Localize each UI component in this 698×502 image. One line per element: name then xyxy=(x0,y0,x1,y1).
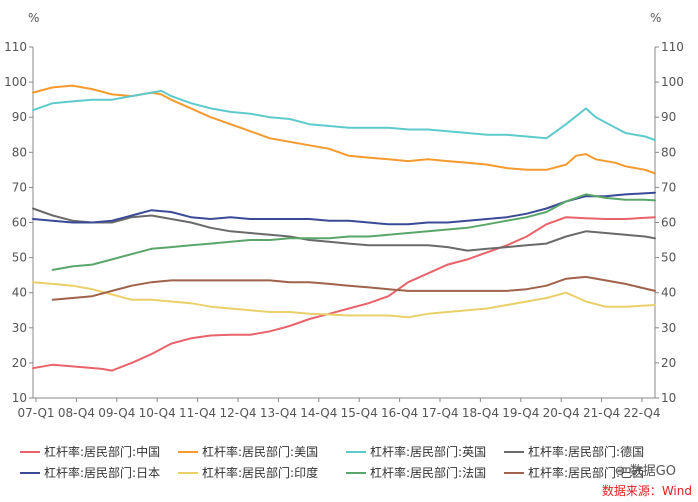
y-tick-label-left: 70 xyxy=(12,180,27,194)
y-tick-label-right: 70 xyxy=(661,180,676,194)
legend-label-0: 杠杆率:居民部门:中国 xyxy=(44,444,160,459)
y-tick-label-left: 100 xyxy=(4,75,27,89)
y-tick-label-right: 80 xyxy=(661,145,676,159)
x-tick-label: 18-Q4 xyxy=(462,406,499,420)
y-tick-label-left: 110 xyxy=(4,40,27,54)
y-tick-label-left: 90 xyxy=(12,110,27,124)
legend-label-7: 杠杆率:居民部门:巴西 xyxy=(528,465,644,480)
series-line-0 xyxy=(32,216,656,372)
legend-label-1: 杠杆率:居民部门:美国 xyxy=(202,444,318,459)
y-tick-label-left: 60 xyxy=(12,216,27,230)
watermark-text: 数据GO xyxy=(629,464,676,479)
watermark: ⊛ 数据GO xyxy=(615,460,676,479)
y-tick-label-right: 60 xyxy=(661,216,676,230)
series-line-7 xyxy=(51,275,656,301)
y-tick-label-right: 100 xyxy=(661,75,684,89)
x-tick-label: 10-Q4 xyxy=(139,406,176,420)
y-tick-label-left: 50 xyxy=(12,251,27,265)
y-tick-label-left: 30 xyxy=(12,321,27,335)
y-tick-label-right: 110 xyxy=(661,40,684,54)
source-note: 数据来源：Wind xyxy=(601,484,692,498)
series-line-4 xyxy=(32,191,656,226)
x-tick-label: 12-Q4 xyxy=(219,406,256,420)
x-tick-label: 19-Q4 xyxy=(502,406,539,420)
legend-label-5: 杠杆率:居民部门:印度 xyxy=(202,465,318,480)
y-tick-label-right: 30 xyxy=(661,321,676,335)
x-tick-label: 21-Q4 xyxy=(583,406,620,420)
x-tick-label: 22-Q4 xyxy=(623,406,660,420)
y-tick-label-left: 10 xyxy=(12,391,27,405)
x-tick-label: 11-Q4 xyxy=(179,406,216,420)
x-tick-label: 20-Q4 xyxy=(543,406,580,420)
y-tick-label-left: 40 xyxy=(12,286,27,300)
x-tick-label: 09-Q4 xyxy=(98,406,135,420)
y-tick-label-left: 20 xyxy=(12,356,27,370)
series-line-1 xyxy=(32,84,656,175)
x-tick-label: 13-Q4 xyxy=(260,406,297,420)
legend-label-4: 杠杆率:居民部门:日本 xyxy=(44,465,160,480)
x-tick-label: 07-Q1 xyxy=(17,406,54,420)
series-line-3 xyxy=(32,207,656,252)
x-tick-label: 17-Q4 xyxy=(421,406,458,420)
wechat-icon: ⊛ xyxy=(614,464,630,479)
x-tick-label: 15-Q4 xyxy=(341,406,378,420)
series-line-5 xyxy=(32,281,656,319)
series-line-2 xyxy=(32,89,656,141)
x-tick-label: 16-Q4 xyxy=(381,406,418,420)
legend-label-2: 杠杆率:居民部门:英国 xyxy=(370,444,486,459)
y-unit-left: % xyxy=(28,11,39,25)
legend-label-3: 杠杆率:居民部门:德国 xyxy=(528,444,644,459)
legend-label-6: 杠杆率:居民部门:法国 xyxy=(370,465,486,480)
y-unit-right: % xyxy=(650,11,661,25)
y-tick-label-right: 20 xyxy=(661,356,676,370)
y-tick-label-left: 80 xyxy=(12,145,27,159)
y-tick-label-right: 50 xyxy=(661,251,676,265)
y-tick-label-right: 90 xyxy=(661,110,676,124)
series-line-6 xyxy=(51,193,656,271)
y-tick-label-right: 10 xyxy=(661,391,676,405)
x-tick-label: 08-Q4 xyxy=(58,406,95,420)
x-tick-label: 14-Q4 xyxy=(300,406,337,420)
y-tick-label-right: 40 xyxy=(661,286,676,300)
